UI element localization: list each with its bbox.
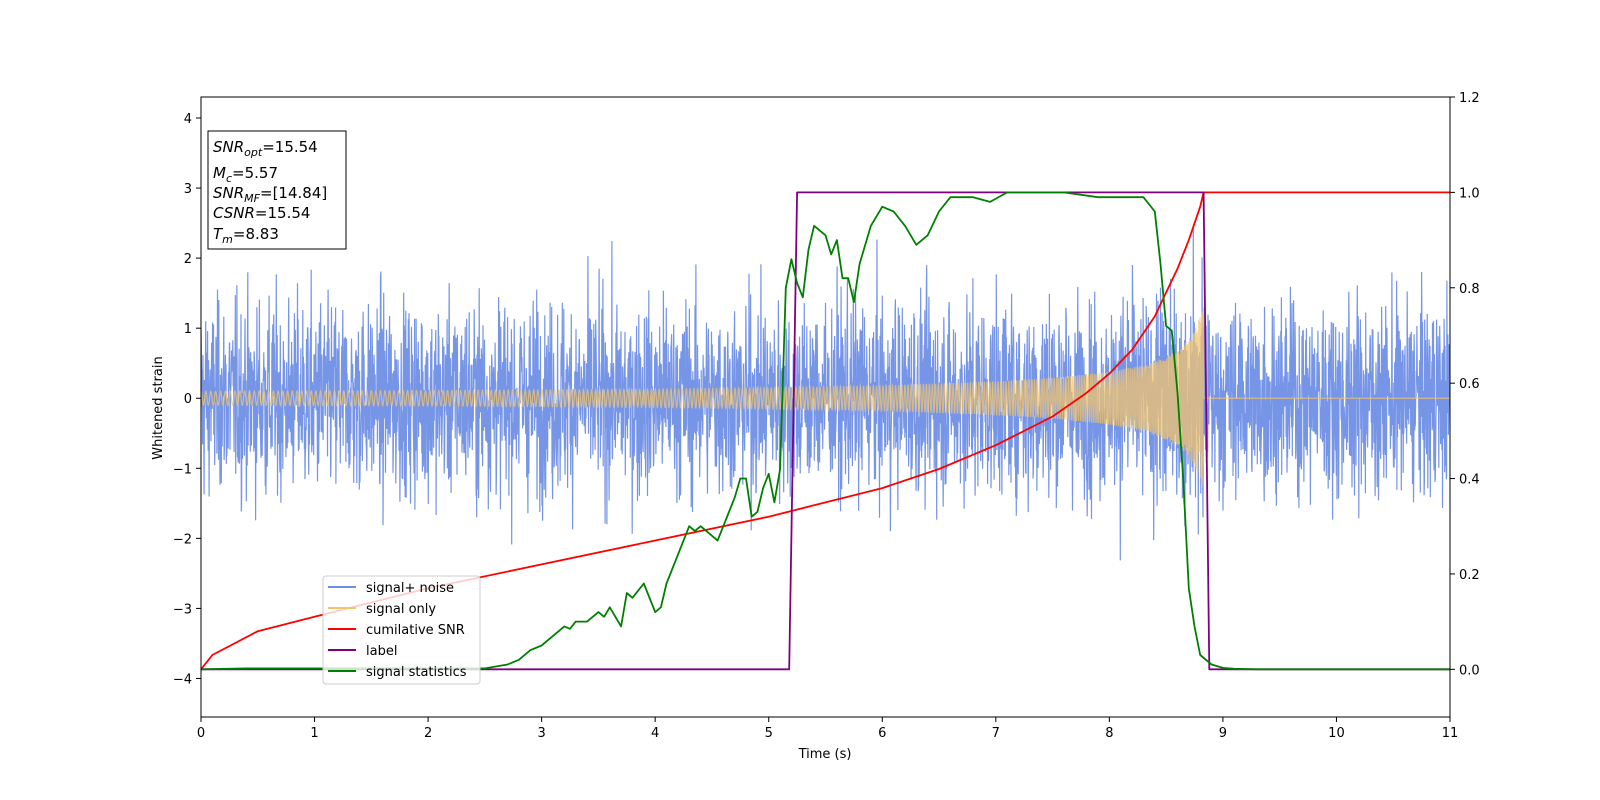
info-mc: Mc=5.57 bbox=[213, 164, 278, 185]
x-tick-label: 2 bbox=[424, 726, 432, 741]
series-signal-noise-line bbox=[201, 227, 1450, 561]
y-right-tick-label: 0.6 bbox=[1459, 377, 1480, 392]
info-snr-opt: SNRopt=15.54 bbox=[213, 138, 318, 159]
y-right-tick-label: 1.2 bbox=[1459, 91, 1480, 106]
y-left-tick-label: −3 bbox=[173, 602, 192, 617]
legend-label-signal-only: signal only bbox=[366, 602, 436, 617]
y-left-tick-label: −4 bbox=[173, 672, 192, 687]
x-tick-label: 8 bbox=[1105, 726, 1113, 741]
y-right-tick-label: 0.2 bbox=[1459, 568, 1480, 583]
y-right-tick-label: 1.0 bbox=[1459, 186, 1480, 201]
y-right-tick-label: 0.8 bbox=[1459, 282, 1480, 297]
info-csnr: CSNR=15.54 bbox=[213, 204, 310, 222]
x-tick-label: 3 bbox=[537, 726, 545, 741]
y-axis-label: Whitened strain bbox=[151, 356, 166, 459]
legend-frame bbox=[322, 575, 481, 685]
y-left-tick-label: 4 bbox=[184, 112, 192, 127]
y-right-axis-ticks: 0.0 0.2 0.4 0.6 0.8 1.0 1.2 bbox=[1450, 91, 1480, 678]
x-axis-label: Time (s) bbox=[798, 747, 852, 762]
info-box-frame bbox=[207, 130, 347, 250]
x-tick-label: 4 bbox=[651, 726, 659, 741]
y-left-tick-label: 3 bbox=[184, 182, 192, 197]
y-left-axis-ticks: −4 −3 −2 −1 0 1 2 3 4 bbox=[173, 112, 201, 687]
x-tick-label: 6 bbox=[878, 726, 886, 741]
x-tick-label: 7 bbox=[992, 726, 1000, 741]
legend-label-label: label bbox=[366, 644, 397, 659]
y-left-tick-label: 0 bbox=[184, 392, 192, 407]
series-signal-statistics-line bbox=[201, 191, 1450, 671]
legend-label-signal-noise: signal+ noise bbox=[366, 581, 454, 596]
plot-frame bbox=[200, 96, 1451, 718]
x-tick-label: 10 bbox=[1328, 726, 1345, 741]
x-tick-label: 1 bbox=[310, 726, 318, 741]
y-right-tick-label: 0.0 bbox=[1459, 663, 1480, 678]
x-tick-label: 5 bbox=[765, 726, 773, 741]
info-snr-mf: SNRMF=[14.84] bbox=[213, 184, 327, 205]
x-tick-label: 11 bbox=[1442, 726, 1459, 741]
info-box: SNRopt=15.54 Mc=5.57 SNRMF=[14.84] CSNR=… bbox=[207, 130, 347, 250]
info-tm: Tm=8.83 bbox=[213, 225, 279, 246]
y-right-tick-label: 0.4 bbox=[1459, 473, 1480, 488]
x-tick-label: 9 bbox=[1219, 726, 1227, 741]
x-tick-label: 0 bbox=[197, 726, 205, 741]
legend: signal+ noise signal only cumilative SNR… bbox=[322, 575, 481, 685]
legend-label-cumulative-snr: cumilative SNR bbox=[366, 623, 465, 638]
y-left-tick-label: −2 bbox=[173, 532, 192, 547]
y-left-tick-label: 1 bbox=[184, 322, 192, 337]
x-axis-ticks: 0 1 2 3 4 5 6 7 8 9 10 11 bbox=[197, 717, 1458, 741]
series-signal-only-line bbox=[201, 312, 1450, 486]
legend-label-signal-statistics: signal statistics bbox=[366, 665, 467, 680]
y-left-tick-label: 2 bbox=[184, 252, 192, 267]
y-left-tick-label: −1 bbox=[173, 462, 192, 477]
